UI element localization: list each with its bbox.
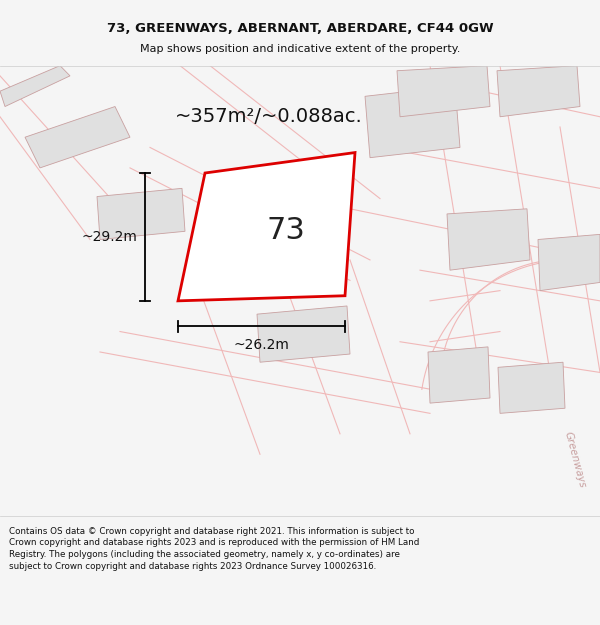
Text: ~29.2m: ~29.2m [81,230,137,244]
Polygon shape [365,86,460,158]
Text: Contains OS data © Crown copyright and database right 2021. This information is : Contains OS data © Crown copyright and d… [9,526,419,571]
Polygon shape [497,66,580,117]
Text: ~26.2m: ~26.2m [233,338,289,352]
Text: 73, GREENWAYS, ABERNANT, ABERDARE, CF44 0GW: 73, GREENWAYS, ABERNANT, ABERDARE, CF44 … [107,22,493,34]
Polygon shape [97,188,185,239]
Polygon shape [428,347,490,403]
Text: Greenways: Greenways [563,430,587,489]
Text: ~357m²/~0.088ac.: ~357m²/~0.088ac. [175,107,363,126]
Polygon shape [178,152,355,301]
Polygon shape [538,234,600,291]
Polygon shape [257,306,350,362]
Polygon shape [25,106,130,168]
Text: 73: 73 [266,216,305,245]
Polygon shape [397,66,490,117]
Polygon shape [498,362,565,413]
Text: Map shows position and indicative extent of the property.: Map shows position and indicative extent… [140,44,460,54]
Polygon shape [447,209,530,270]
Polygon shape [0,66,70,106]
